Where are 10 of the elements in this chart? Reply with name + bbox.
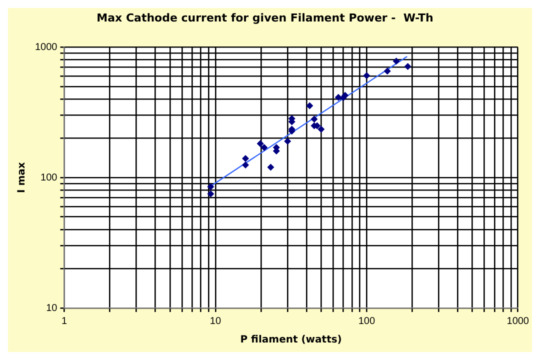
x-tick-label: 10 (210, 316, 222, 327)
x-tick-label: 100 (358, 316, 376, 327)
y-tick-label: 100 (40, 172, 58, 184)
y-axis-title: I max (16, 162, 28, 194)
x-tick-label: 1000 (506, 316, 530, 327)
y-tick-label: 10 (46, 302, 58, 314)
chart-title: Max Cathode current for given Filament Power - W-Th (96, 11, 434, 24)
x-axis-title: P filament (watts) (240, 334, 342, 346)
y-tick-label: 1000 (34, 42, 58, 53)
x-tick-label: 1 (61, 316, 68, 327)
